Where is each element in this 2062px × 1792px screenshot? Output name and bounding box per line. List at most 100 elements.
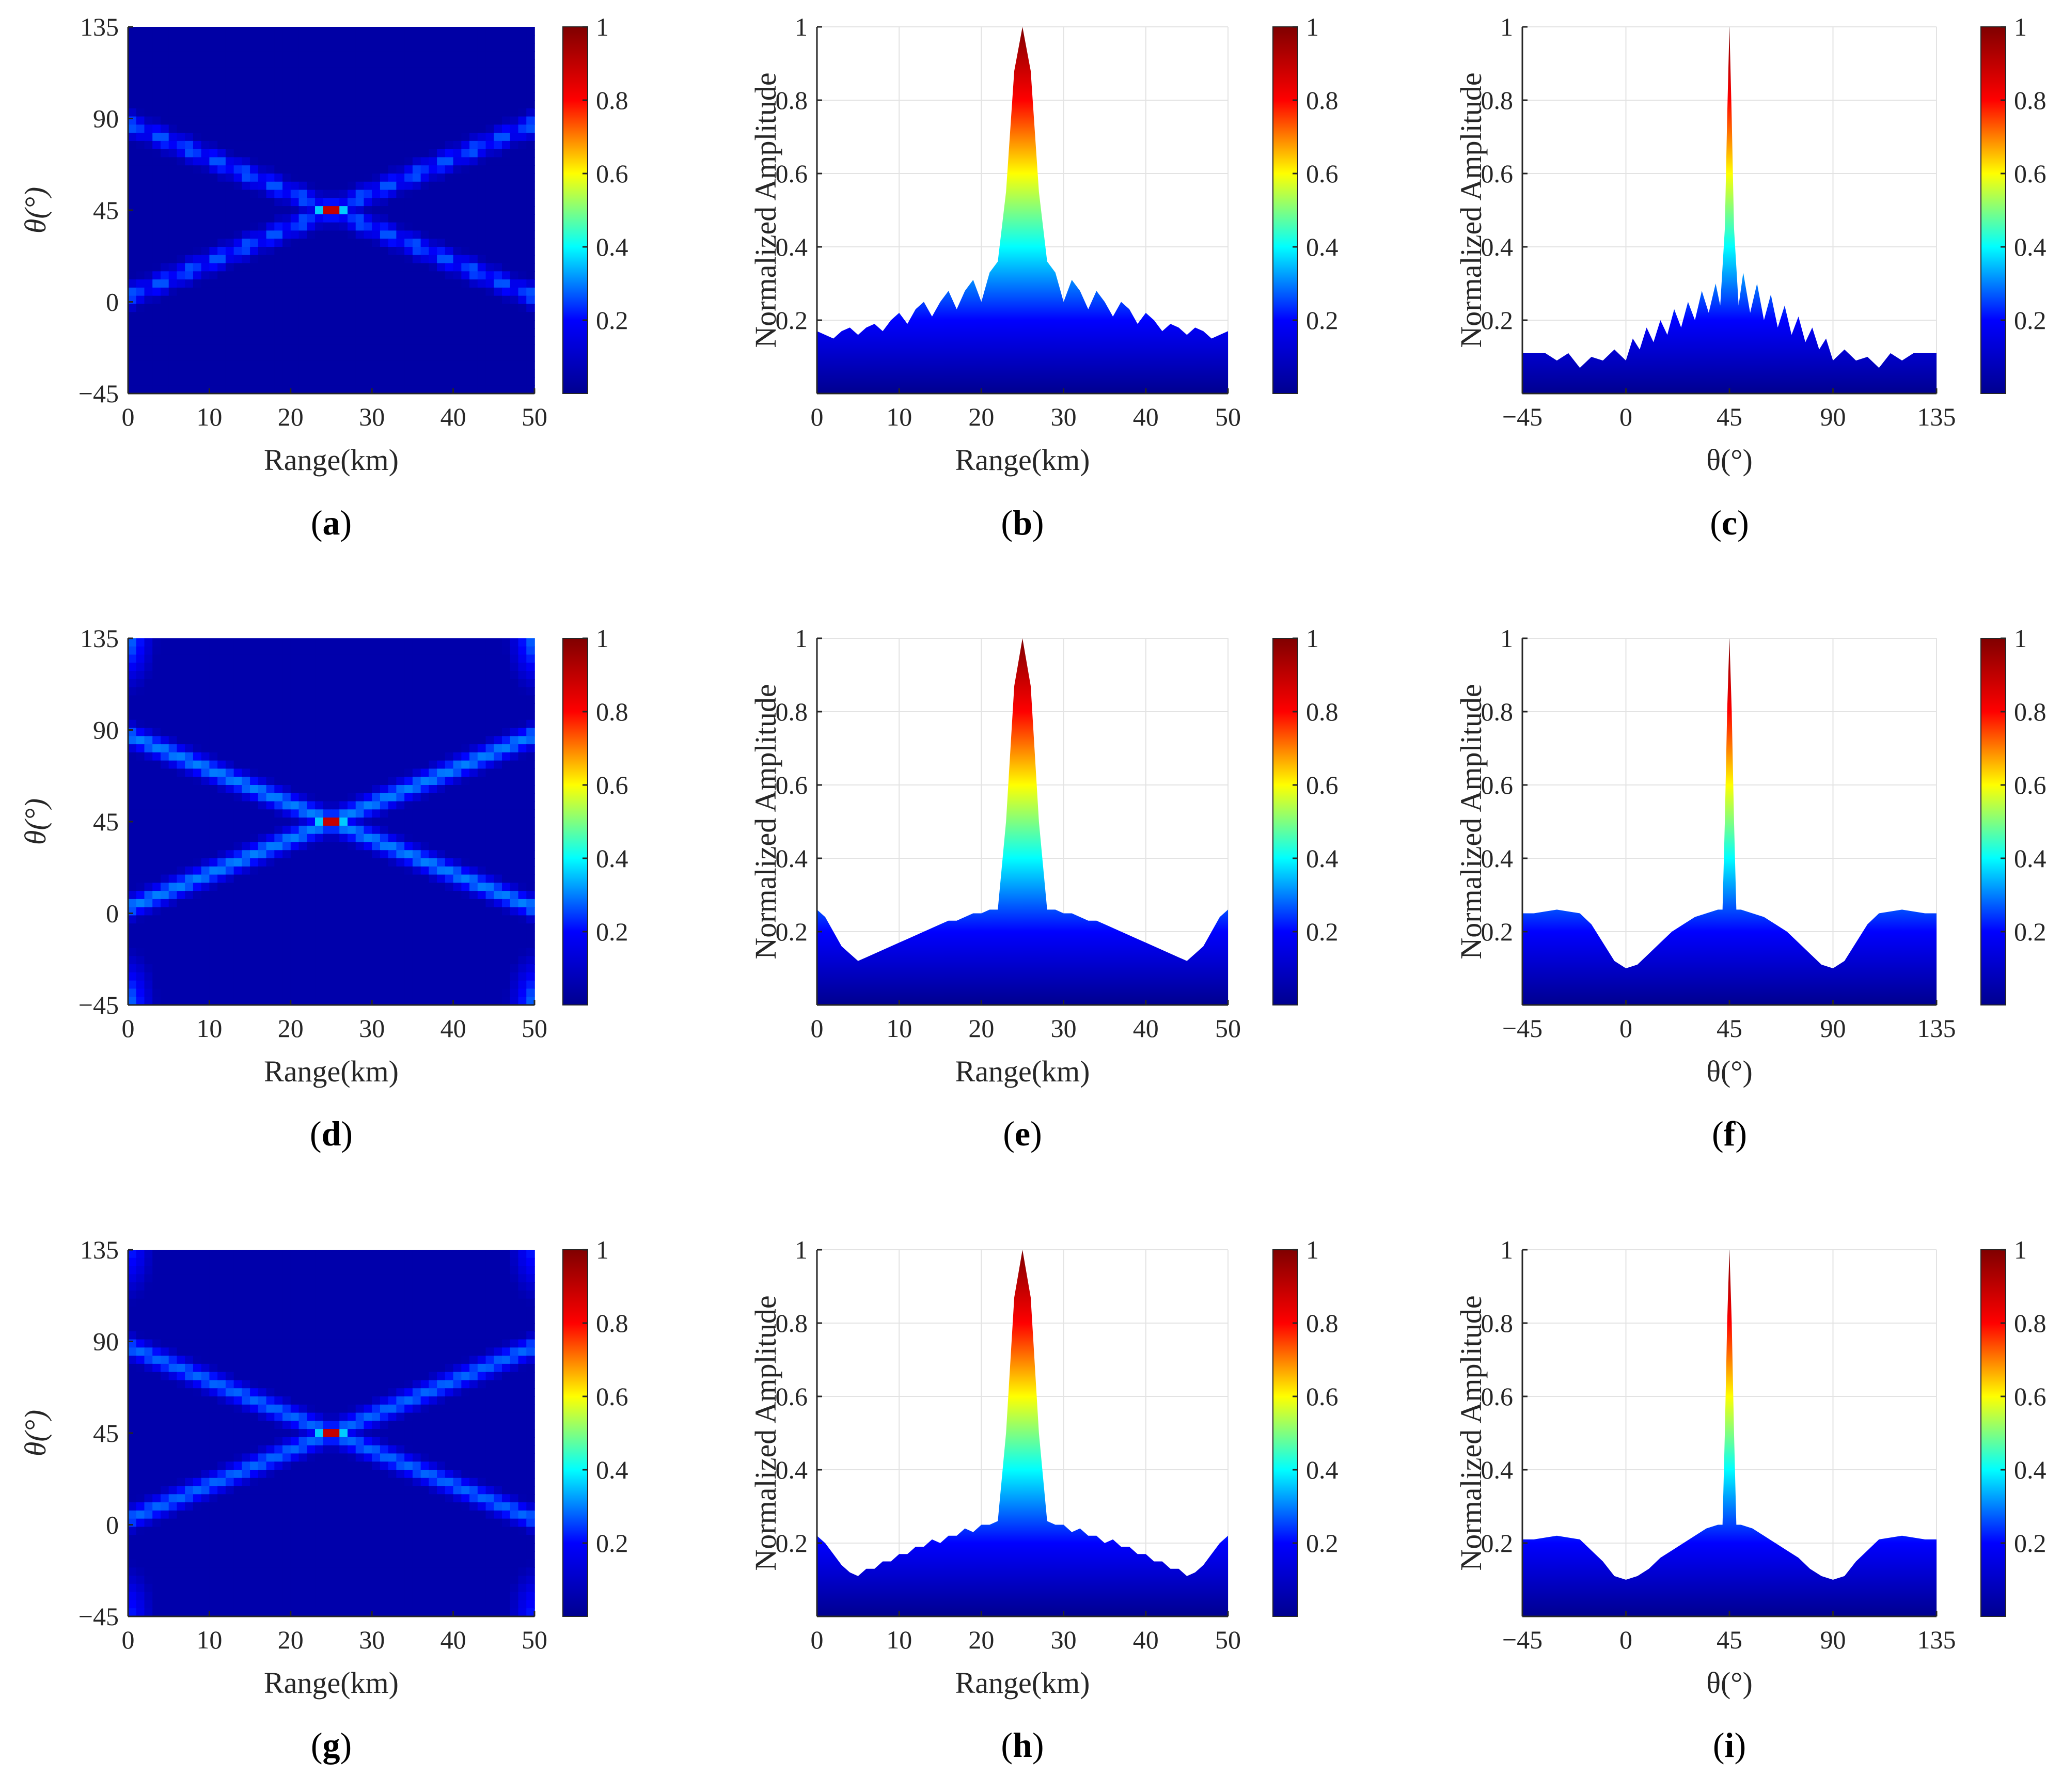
heatmap-cell xyxy=(307,1257,316,1267)
heatmap-cell xyxy=(372,1266,381,1275)
heatmap-cell xyxy=(258,263,267,272)
heatmap-cell xyxy=(233,198,243,207)
heatmap-cell xyxy=(217,198,226,207)
heatmap-cell xyxy=(250,948,259,957)
heatmap-cell xyxy=(437,328,446,337)
heatmap-cell xyxy=(193,801,202,810)
heatmap-cell xyxy=(526,638,535,647)
heatmap-cell xyxy=(209,1257,218,1267)
heatmap-cell xyxy=(429,108,437,117)
heatmap-cell xyxy=(323,964,332,973)
heatmap-cell xyxy=(315,157,324,166)
heatmap-cell xyxy=(372,695,381,704)
heatmap-cell xyxy=(177,744,185,753)
heatmap-cell xyxy=(396,360,405,370)
heatmap-cell xyxy=(323,295,332,305)
heatmap-cell xyxy=(461,679,470,688)
heatmap-cell xyxy=(388,842,397,851)
heatmap-cell xyxy=(461,736,470,745)
heatmap-cell xyxy=(453,809,462,818)
heatmap-cell xyxy=(437,51,446,60)
heatmap-cell xyxy=(233,956,243,965)
heatmap-cell xyxy=(437,980,446,989)
heatmap-cell xyxy=(347,230,356,240)
heatmap-cell xyxy=(315,320,324,329)
heatmap-cell xyxy=(355,165,365,174)
heatmap-cell xyxy=(250,230,259,240)
heatmap-cell xyxy=(437,295,446,305)
heatmap-cell xyxy=(404,997,413,1005)
colorbar: 0.20.40.60.81 xyxy=(1272,12,1339,394)
heatmap-cell xyxy=(225,923,234,932)
heatmap-cell xyxy=(380,312,389,321)
heatmap-cell xyxy=(396,695,405,704)
heatmap-cell xyxy=(225,719,234,729)
heatmap-cell xyxy=(494,140,502,150)
heatmap-cell xyxy=(168,174,178,182)
heatmap-cell xyxy=(217,703,226,712)
heatmap-cell xyxy=(298,687,308,696)
heatmap-cell xyxy=(372,287,381,296)
heatmap-cell xyxy=(404,980,413,989)
heatmap-cell xyxy=(177,956,185,965)
heatmap-cell xyxy=(420,133,430,142)
heatmap-cell xyxy=(307,858,316,867)
heatmap-cell xyxy=(217,719,226,729)
heatmap-cell xyxy=(355,51,365,60)
heatmap-cell xyxy=(485,27,495,36)
heatmap-cell xyxy=(429,712,437,720)
heatmap-cell xyxy=(420,809,430,818)
heatmap-cell xyxy=(453,279,462,288)
heatmap-cell xyxy=(307,866,316,875)
heatmap-cell xyxy=(315,124,324,133)
heatmap-cell xyxy=(485,84,495,93)
heatmap-cell xyxy=(217,980,226,989)
heatmap-cell xyxy=(526,59,535,68)
heatmap-cell xyxy=(461,181,470,191)
heatmap-cell xyxy=(510,230,519,240)
heatmap-cell xyxy=(347,923,356,932)
heatmap-cell xyxy=(339,768,348,778)
heatmap-cell xyxy=(396,271,405,280)
heatmap-cell xyxy=(136,809,145,818)
heatmap-cell xyxy=(331,809,340,818)
heatmap-cell xyxy=(494,344,502,353)
heatmap-cell xyxy=(420,736,430,745)
heatmap-cell xyxy=(144,255,153,264)
heatmap-cell xyxy=(258,818,267,826)
heatmap-cell xyxy=(144,687,153,696)
heatmap-cell xyxy=(160,964,169,973)
heatmap-cell xyxy=(388,654,397,664)
heatmap-cell xyxy=(185,133,194,142)
heatmap-cell xyxy=(193,874,202,884)
heatmap-cell xyxy=(494,165,502,174)
heatmap-cell xyxy=(160,956,169,965)
heatmap-cell xyxy=(469,67,478,76)
heatmap-cell xyxy=(274,59,283,68)
heatmap-cell xyxy=(282,263,291,272)
heatmap-cell xyxy=(242,239,250,247)
heatmap-cell xyxy=(364,915,372,924)
heatmap-cell xyxy=(274,728,283,737)
x-tick-label: 30 xyxy=(1051,1014,1077,1043)
heatmap-cell xyxy=(420,279,430,288)
heatmap-cell xyxy=(404,198,413,207)
heatmap-cell xyxy=(364,84,372,93)
heatmap-cell xyxy=(445,964,454,973)
heatmap-cell xyxy=(128,157,137,166)
heatmap-cell xyxy=(429,124,437,133)
heatmap-cell xyxy=(258,75,267,85)
heatmap-cell xyxy=(518,75,527,85)
heatmap-cell xyxy=(380,874,389,884)
heatmap-cell xyxy=(152,133,161,142)
heatmap-cell xyxy=(372,899,381,908)
heatmap-cell xyxy=(364,956,372,965)
heatmap-cell xyxy=(485,271,495,280)
heatmap-cell xyxy=(453,271,462,280)
heatmap-cell xyxy=(412,92,421,101)
heatmap-cell xyxy=(412,190,421,199)
heatmap-cell xyxy=(258,140,267,150)
heatmap-cell xyxy=(185,818,194,826)
heatmap-cell xyxy=(201,671,210,680)
heatmap-cell xyxy=(290,198,300,207)
